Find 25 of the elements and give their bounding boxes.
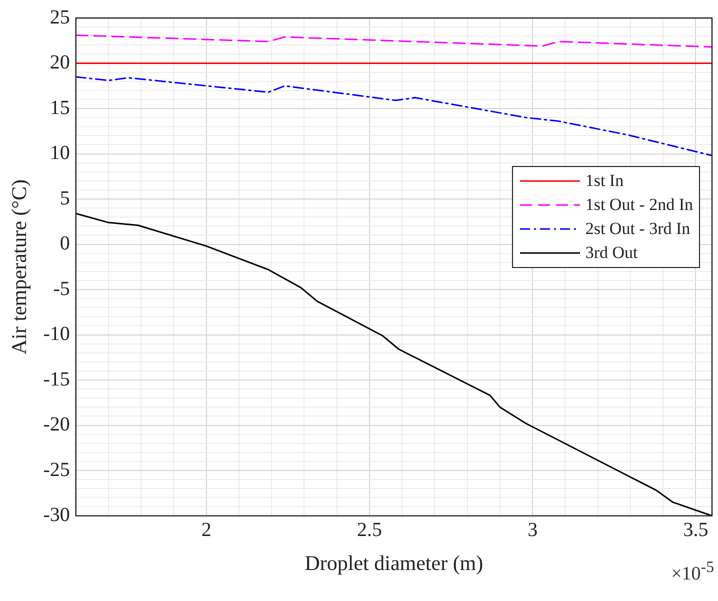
- x-tick-label: 3.5: [683, 519, 708, 542]
- x-tick-label: 3: [528, 519, 538, 542]
- y-tick-label: -15: [43, 368, 70, 390]
- y-tick-label: 20: [50, 52, 70, 74]
- y-tick-label: 0: [60, 232, 70, 255]
- x-tick-label: 2: [201, 519, 212, 542]
- y-tick-label: -20: [43, 414, 70, 436]
- line-series: [76, 76, 712, 156]
- y-tick-label: 15: [50, 96, 70, 119]
- y-tick-label: 5: [60, 187, 70, 210]
- line-series: [76, 34, 712, 48]
- legend-label: 3rd Out: [585, 242, 638, 263]
- text: ×10$^{-5}$: [671, 558, 714, 584]
- y-tick-label: -30: [43, 504, 70, 526]
- y-tick-label: 10: [50, 142, 70, 164]
- y-tick-label: -10: [43, 323, 70, 346]
- x-tick-label: 2.5: [356, 519, 382, 542]
- y-tick-label: -5: [53, 278, 70, 300]
- y-axis-title: Air temperature (°C): [7, 179, 32, 354]
- legend-label: 2st Out - 3rd In: [585, 218, 690, 239]
- y-tick-label: -25: [43, 458, 70, 481]
- legend-label: 1st In: [585, 170, 624, 191]
- x-axis-title: Droplet diameter (m): [304, 550, 484, 575]
- y-tick-label: 25: [50, 6, 70, 28]
- legend-label: 1st Out - 2nd In: [585, 194, 693, 215]
